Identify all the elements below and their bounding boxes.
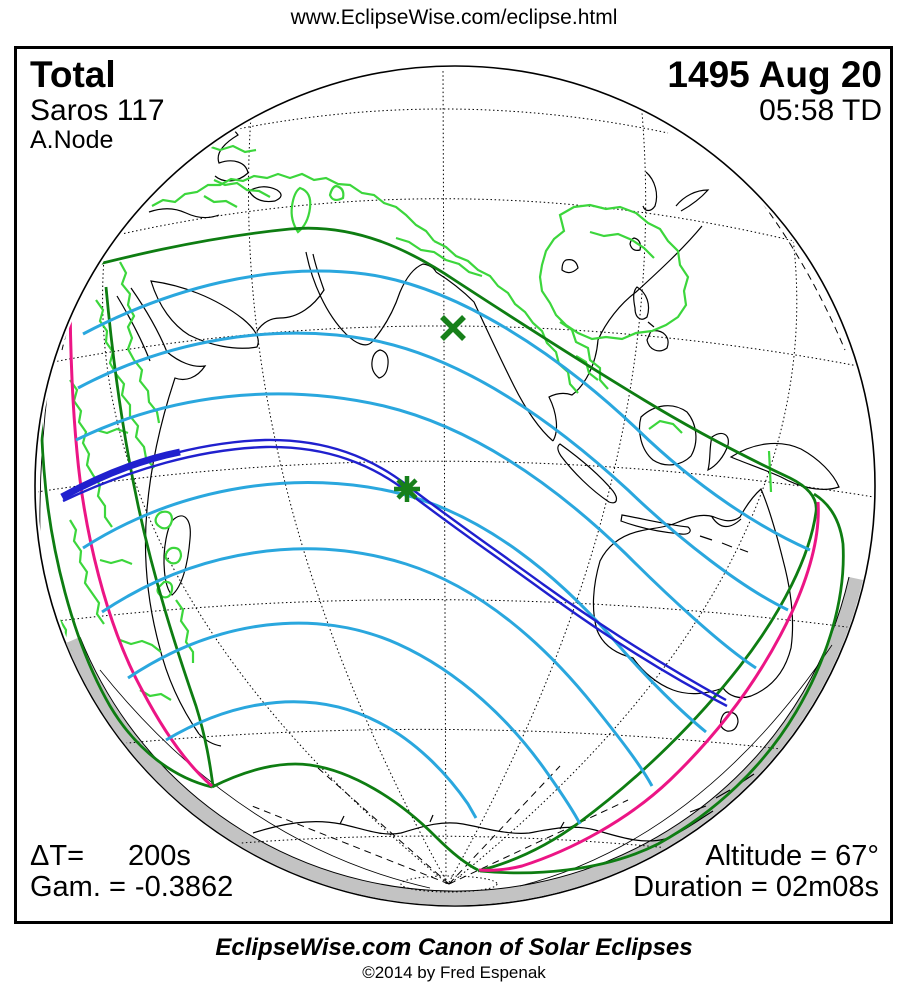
meridian-line bbox=[442, 69, 447, 885]
coast-india bbox=[305, 251, 437, 346]
border-china-loop bbox=[538, 203, 690, 341]
isoline-7 bbox=[165, 700, 478, 819]
border-new-guinea bbox=[767, 450, 773, 493]
island-new-guinea bbox=[729, 442, 840, 490]
border-africa-8 bbox=[175, 599, 195, 663]
greatest-eclipse-marker-center bbox=[401, 483, 413, 495]
coast-red-sea-west bbox=[116, 295, 151, 362]
meridian-line bbox=[449, 204, 798, 885]
meridian-dashed bbox=[699, 129, 846, 351]
duration-label: Duration = 02m08s bbox=[633, 871, 879, 904]
island-java bbox=[620, 514, 691, 535]
eclipse-date-block: 1495 Aug 20 05:58 TD bbox=[667, 55, 882, 127]
west-inner-limit-line bbox=[104, 286, 215, 787]
footer-copyright: ©2014 by Fred Espenak bbox=[362, 963, 546, 982]
coast-east-africa bbox=[144, 351, 207, 735]
eclipse-date-label: 1495 Aug 20 bbox=[667, 54, 882, 95]
eclipse-map-frame bbox=[14, 46, 893, 924]
coast-red-sea-east bbox=[130, 287, 168, 353]
footer-title: EclipseWise.com Canon of Solar Eclipses bbox=[215, 934, 693, 961]
border-africa-5 bbox=[69, 379, 113, 528]
parallel-line bbox=[204, 835, 699, 852]
coast-south-africa bbox=[198, 733, 222, 747]
meridian-dashed bbox=[448, 799, 629, 885]
southern-limit-scallop bbox=[211, 762, 479, 872]
eclipse-time-label: 05:58 TD bbox=[759, 93, 882, 127]
isoline-1 bbox=[82, 269, 811, 552]
lakes-african-rift bbox=[154, 510, 183, 599]
map-markers bbox=[394, 315, 466, 502]
isoline-2 bbox=[77, 331, 789, 612]
parallel-line bbox=[103, 198, 795, 242]
node-label: A.Node bbox=[30, 126, 114, 155]
islands-lesser-sunda bbox=[699, 535, 749, 553]
isoline-6 bbox=[127, 621, 582, 825]
sunrise-sunset-lines bbox=[68, 283, 820, 872]
coast-antarctica-detail bbox=[339, 773, 755, 830]
parallel-line bbox=[48, 599, 863, 630]
isoline-4 bbox=[82, 481, 707, 734]
subsolar-point-marker bbox=[440, 315, 466, 341]
delta-t-value: 200s bbox=[128, 840, 191, 872]
coast-black-sea bbox=[248, 186, 282, 203]
island-sumatra bbox=[557, 443, 618, 504]
sunset-curve-east bbox=[478, 501, 820, 872]
east-outer-limit-line bbox=[479, 492, 845, 875]
border-eurasia-main bbox=[151, 172, 435, 242]
border-africa-3 bbox=[115, 373, 155, 469]
polar-circle bbox=[400, 875, 498, 893]
island-hainan bbox=[561, 259, 579, 274]
isoline-5 bbox=[101, 547, 654, 787]
meridian-line bbox=[447, 100, 647, 885]
sunrise-curve-west bbox=[68, 283, 213, 788]
coast-arabia bbox=[150, 280, 259, 349]
island-sri-lanka bbox=[371, 349, 389, 379]
lake-aral bbox=[328, 184, 345, 202]
border-europe-2 bbox=[203, 178, 271, 208]
parallel-line bbox=[38, 460, 872, 498]
island-japan bbox=[675, 189, 710, 212]
gamma-value: -0.3862 bbox=[134, 871, 234, 904]
country-borders bbox=[59, 144, 773, 701]
border-mongolia bbox=[589, 230, 655, 259]
border-africa-9 bbox=[95, 427, 172, 701]
border-africa-2 bbox=[95, 299, 117, 375]
page-url-text: www.EclipseWise.com/eclipse.html bbox=[290, 6, 618, 29]
delta-t-gamma-block: ΔT= 200s Gam. = -0.3862 bbox=[30, 840, 234, 904]
islands-philippines bbox=[633, 286, 669, 352]
parallel-line bbox=[52, 325, 859, 367]
eclipse-type-block: Total Saros 117 A.Node bbox=[30, 55, 165, 154]
altitude-duration-block: Altitude = 67° Duration = 02m08s bbox=[633, 840, 879, 904]
eclipse-globe-map bbox=[34, 65, 876, 907]
coast-burma-malaya bbox=[435, 271, 554, 442]
northern-limit-line bbox=[47, 226, 818, 873]
island-tasmania bbox=[720, 711, 739, 732]
max-eclipse-isolines bbox=[75, 269, 811, 825]
isoline-3 bbox=[75, 392, 757, 670]
coast-carpentaria-gulf bbox=[711, 516, 742, 528]
border-africa-6 bbox=[69, 519, 105, 625]
border-indochina bbox=[559, 321, 609, 390]
meridian-dashed bbox=[317, 767, 450, 885]
coast-antarctica bbox=[252, 810, 714, 842]
border-borneo bbox=[648, 419, 683, 434]
border-africa-4 bbox=[133, 359, 161, 424]
gamma-label: Gam. = bbox=[30, 871, 126, 904]
eclipse-type-label: Total bbox=[30, 54, 116, 95]
lake-caspian bbox=[290, 186, 312, 234]
parallel-line bbox=[227, 108, 669, 134]
border-himalaya bbox=[395, 236, 483, 278]
delta-t-label: ΔT= bbox=[30, 840, 85, 872]
island-sulawesi bbox=[707, 432, 729, 472]
island-madagascar bbox=[163, 515, 191, 596]
coast-mediterranean bbox=[148, 208, 220, 219]
saros-label: Saros 117 bbox=[30, 93, 165, 127]
coast-korea bbox=[642, 171, 658, 212]
altitude-label: Altitude = 67° bbox=[705, 840, 879, 872]
island-borneo bbox=[638, 405, 697, 466]
